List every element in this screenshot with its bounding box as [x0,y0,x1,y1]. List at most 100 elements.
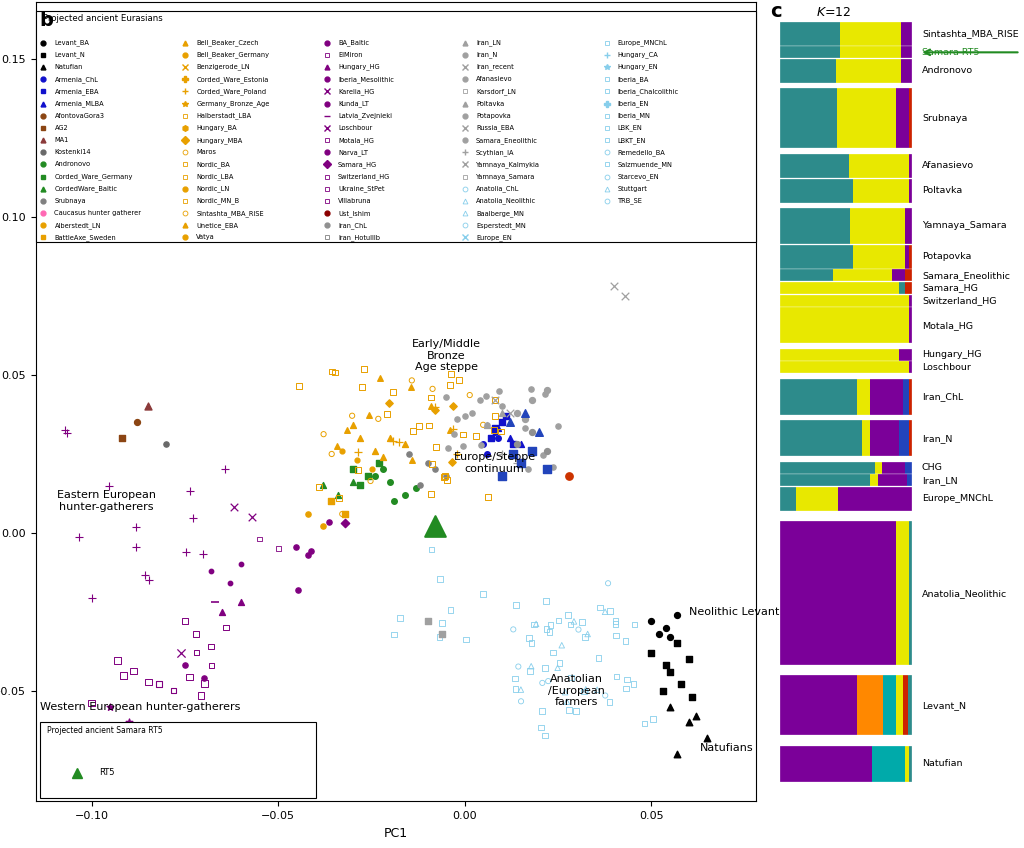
Point [658,621,675,634]
Point [59,427,76,440]
Point [434,627,451,640]
Point [400,447,417,460]
Point [324,447,340,460]
Bar [905,282,911,294]
Bar [909,294,911,306]
Bar [909,420,911,456]
Text: Esperstedt_MN: Esperstedt_MN [476,222,525,229]
Point [315,427,332,441]
Point [352,431,369,444]
Point [348,453,365,466]
Point [494,399,510,413]
Point [314,520,331,533]
Point [214,605,230,618]
Point [412,478,428,492]
Text: Samara_Eneolithic: Samara_Eneolithic [922,271,1010,280]
Bar [780,522,911,665]
Text: Natufian: Natufian [54,64,83,70]
Text: Western European hunter-gatherers: Western European hunter-gatherers [40,701,241,711]
Text: Unetice_EBA: Unetice_EBA [197,222,239,229]
Text: Iberia_EN: Iberia_EN [617,100,649,107]
Point [193,689,209,702]
Text: Loschbour: Loschbour [338,125,373,131]
Text: Hungary_MBA: Hungary_MBA [197,137,243,143]
Point [381,397,397,410]
Bar [780,420,862,456]
Bar [876,461,882,474]
Point [324,365,340,378]
Text: Hungary_CA: Hungary_CA [617,52,658,59]
Point [178,545,195,559]
Bar [840,22,901,46]
Text: Yamnaya_Samara: Yamnaya_Samara [476,173,536,180]
Point [375,463,391,477]
Point [561,469,578,483]
Point [525,618,542,632]
Text: Ust_Ishim: Ust_Ishim [338,209,371,216]
Point [539,463,555,477]
Text: Nordic_MN_B: Nordic_MN_B [197,198,240,204]
Point [494,406,510,420]
Text: Iran_N: Iran_N [476,52,498,59]
Point [523,660,540,673]
Point [455,439,471,453]
Text: AG2: AG2 [54,125,69,131]
Point [606,279,623,293]
Point [570,622,587,636]
Point [83,696,99,710]
Point [323,494,339,508]
Text: BattleAxe_Sweden: BattleAxe_Sweden [54,234,117,241]
Point [443,455,460,469]
Point [349,445,366,459]
Text: BA_Baltic: BA_Baltic [338,39,369,46]
Point [498,409,514,422]
Point [523,121,540,135]
Text: Nordic_LN: Nordic_LN [197,186,229,192]
Bar [780,244,853,269]
Point [545,645,561,659]
Point [402,380,419,393]
Point [670,747,686,761]
Point [479,418,496,432]
Text: Projected ancient Samara RT5: Projected ancient Samara RT5 [47,726,163,734]
Point [353,381,370,394]
Text: Iran
Neolithic: Iran Neolithic [699,117,749,139]
Point [128,521,144,534]
Text: Armenia_EBA: Armenia_EBA [54,88,99,95]
Bar [780,745,911,782]
Text: Iberia_Chalcolithic: Iberia_Chalcolithic [617,88,679,95]
Point [617,634,634,648]
Text: Caucasus hunter gatherer: Caucasus hunter gatherer [54,210,141,216]
Bar [905,208,911,244]
Point [543,618,559,632]
Text: Switzerland_HG: Switzerland_HG [922,296,996,305]
Point [505,622,521,636]
Point [684,690,700,704]
Point [531,425,548,438]
Bar [780,88,837,148]
Point [436,471,453,484]
Text: Salzmuende_MN: Salzmuende_MN [617,161,673,168]
Point [438,469,455,483]
Point [434,616,451,630]
Point [385,385,401,399]
Bar [780,282,899,294]
Bar [909,88,911,148]
Point [327,365,343,379]
Point [490,384,507,398]
Point [424,458,440,471]
Point [561,704,578,717]
Point [549,420,565,433]
Text: Europe_MNChL: Europe_MNChL [617,39,668,46]
Point [140,675,157,689]
Bar [906,474,911,486]
Text: RT5: RT5 [99,768,115,778]
Bar [869,474,878,486]
Point [310,481,327,494]
Bar [905,461,911,474]
Point [385,434,401,448]
Point [608,628,625,642]
Point [654,684,671,698]
Bar [780,361,909,373]
Point [490,421,507,435]
